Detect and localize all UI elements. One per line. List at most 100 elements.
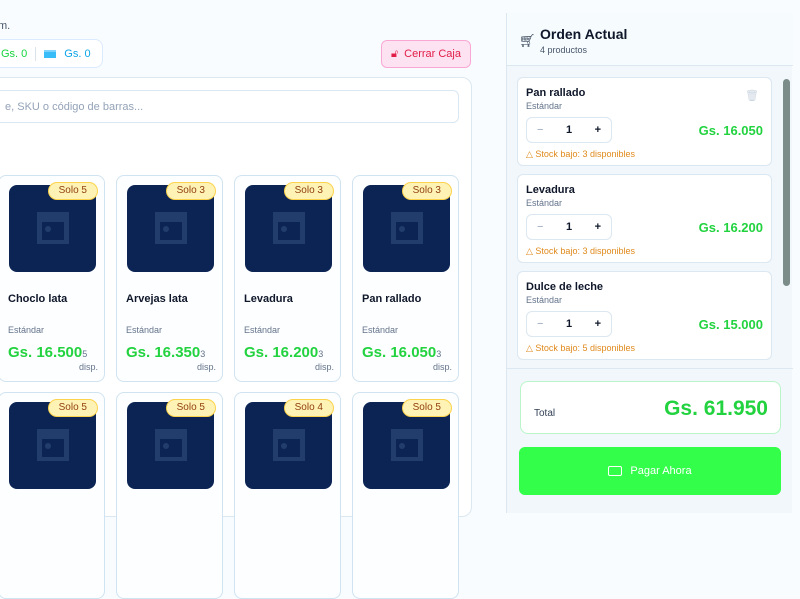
cash-total: Gs. 0: [1, 47, 28, 60]
item-name: Levadura: [526, 184, 575, 196]
product-price: Gs. 16.200: [244, 344, 319, 361]
product-card[interactable]: Solo 3 Levadura Estándar Gs. 16.2003 disp…: [234, 175, 341, 382]
decrement-button[interactable]: −: [537, 221, 544, 233]
product-variant: Estándar: [362, 325, 399, 335]
total-box: Total Gs. 61.950: [520, 381, 781, 434]
close-register-label: Cerrar Caja: [404, 48, 461, 60]
stock-badge: Solo 5: [47, 399, 98, 417]
decrement-button[interactable]: −: [537, 124, 544, 136]
warning-text: Stock bajo: 3 disponibles: [535, 149, 635, 159]
stock-unit: disp.: [314, 362, 334, 372]
stock-badge: Solo 3: [283, 182, 334, 200]
product-card[interactable]: Solo 5 Choclo lata Estándar Gs. 16.5005 d…: [0, 175, 105, 382]
item-name: Dulce de leche: [526, 281, 604, 293]
card-icon: [44, 49, 57, 58]
order-item: Dulce de leche Estándar − 1 + Gs. 15.000 △…: [517, 271, 772, 360]
decrement-button[interactable]: −: [537, 318, 544, 330]
item-name: Pan rallado: [526, 87, 586, 99]
order-item: Pan rallado Estándar 🗑︎ − 1 + Gs. 16.050 △…: [517, 77, 772, 166]
product-card[interactable]: Solo 3 Arvejas lata Estándar Gs. 16.3503 …: [116, 175, 223, 382]
order-item: Levadura Estándar − 1 + Gs. 16.200 △ Stock…: [517, 174, 772, 263]
product-card[interactable]: Solo 5: [116, 392, 223, 599]
product-image: [363, 402, 450, 489]
item-variant: Estándar: [526, 295, 563, 305]
image-placeholder-icon: [273, 212, 305, 244]
image-placeholder-icon: [37, 429, 69, 461]
item-variant: Estándar: [526, 198, 563, 208]
product-stock: 3: [436, 349, 442, 359]
product-price-row: Gs. 16.2003: [244, 344, 323, 361]
product-variant: Estándar: [244, 325, 281, 335]
lock-icon: 🔓︎: [391, 47, 399, 60]
low-stock-warning: △ Stock bajo: 3 disponibles: [526, 246, 635, 257]
stock-unit: disp.: [196, 362, 216, 372]
stock-badge: Solo 5: [401, 399, 452, 417]
divider: [507, 368, 793, 369]
product-card[interactable]: Solo 3 Pan rallado Estándar Gs. 16.0503 d…: [352, 175, 459, 382]
quantity-value: 1: [565, 124, 573, 136]
product-price-row: Gs. 16.0503: [362, 344, 441, 361]
divider: [35, 46, 37, 61]
quantity-stepper: − 1 +: [526, 117, 612, 143]
warning-icon: △: [526, 149, 536, 159]
product-variant: Estándar: [8, 325, 45, 335]
stock-unit: disp.: [78, 362, 98, 372]
product-name: Arvejas lata: [126, 293, 188, 305]
item-variant: Estándar: [526, 101, 563, 111]
product-card[interactable]: Solo 5: [352, 392, 459, 599]
image-placeholder-icon: [37, 212, 69, 244]
product-stock: 5: [82, 349, 88, 359]
product-stock: 3: [200, 349, 206, 359]
item-price: Gs. 15.000: [698, 317, 763, 332]
order-count: 4 productos: [540, 45, 588, 55]
stock-badge: Solo 4: [283, 399, 334, 417]
order-title: Orden Actual: [540, 26, 628, 42]
scrollbar[interactable]: [783, 79, 790, 286]
image-placeholder-icon: [155, 212, 187, 244]
product-name: Levadura: [244, 293, 293, 305]
quantity-value: 1: [565, 318, 573, 330]
product-price: Gs. 16.050: [362, 344, 437, 361]
search-placeholder: e, SKU o código de barras...: [5, 100, 144, 113]
warning-text: Stock bajo: 5 disponibles: [535, 343, 635, 353]
image-placeholder-icon: [391, 212, 423, 244]
increment-button[interactable]: +: [594, 318, 601, 330]
product-card[interactable]: Solo 5: [0, 392, 105, 599]
page-subtitle: m.: [0, 20, 11, 32]
product-image: [245, 185, 332, 272]
item-price: Gs. 16.200: [698, 220, 763, 235]
warning-icon: △: [526, 246, 536, 256]
product-price-row: Gs. 16.5005: [8, 344, 87, 361]
stock-unit: disp.: [432, 362, 452, 372]
cart-icon: 🛒︎: [519, 33, 536, 48]
stock-badge: Solo 5: [47, 182, 98, 200]
warning-text: Stock bajo: 3 disponibles: [535, 246, 635, 256]
product-stock: 3: [318, 349, 324, 359]
stock-badge: Solo 3: [165, 182, 216, 200]
search-input[interactable]: e, SKU o código de barras...: [0, 90, 459, 123]
increment-button[interactable]: +: [594, 124, 601, 136]
pay-now-label: Pagar Ahora: [630, 465, 692, 477]
product-variant: Estándar: [126, 325, 163, 335]
warning-icon: △: [526, 343, 536, 353]
total-label: Total: [534, 408, 556, 419]
quantity-stepper: − 1 +: [526, 311, 612, 337]
close-register-button[interactable]: 🔓︎ Cerrar Caja: [381, 40, 471, 68]
image-placeholder-icon: [273, 429, 305, 461]
product-card[interactable]: Solo 4: [234, 392, 341, 599]
pay-now-button[interactable]: Pagar Ahora: [519, 447, 781, 495]
quantity-value: 1: [565, 221, 573, 233]
order-panel: 🛒︎ Orden Actual 4 productos Pan rallado …: [506, 13, 793, 513]
total-amount: Gs. 61.950: [664, 397, 768, 420]
cash-summary: Gs. 0 Gs. 0: [0, 39, 103, 68]
increment-button[interactable]: +: [594, 221, 601, 233]
image-placeholder-icon: [391, 429, 423, 461]
trash-icon[interactable]: 🗑︎: [745, 90, 759, 102]
money-icon: [608, 466, 623, 476]
product-name: Choclo lata: [8, 293, 68, 305]
product-price-row: Gs. 16.3503: [126, 344, 205, 361]
low-stock-warning: △ Stock bajo: 3 disponibles: [526, 149, 635, 160]
stock-badge: Solo 3: [401, 182, 452, 200]
card-total: Gs. 0: [64, 47, 91, 60]
order-header: 🛒︎ Orden Actual 4 productos: [507, 13, 793, 66]
